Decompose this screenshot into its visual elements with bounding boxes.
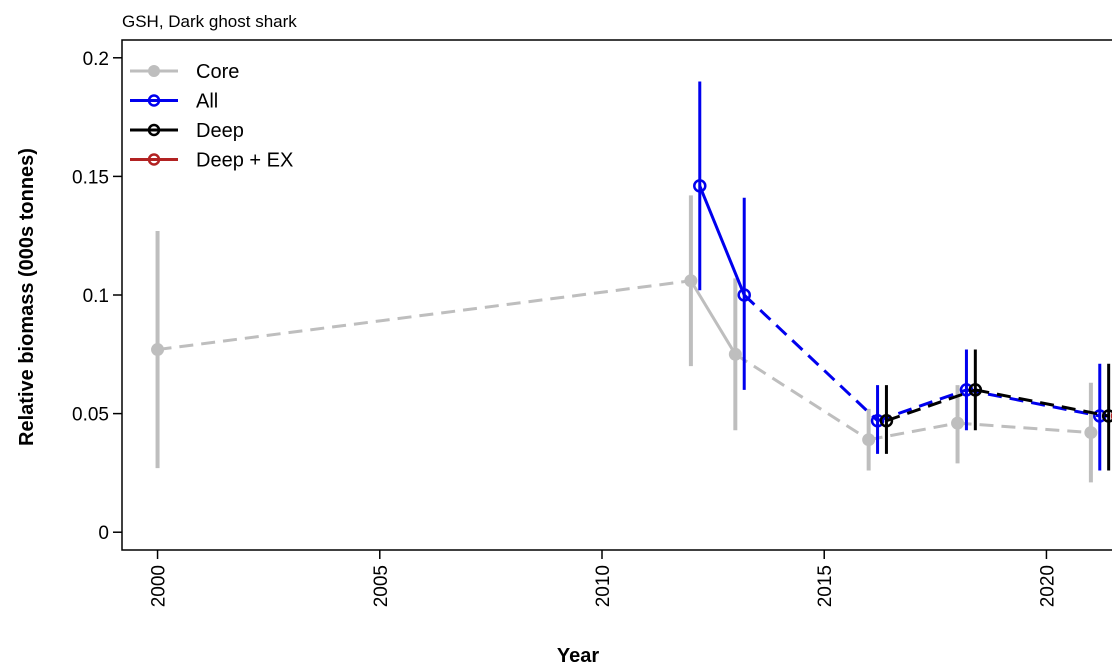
series-line-segment <box>957 421 1091 435</box>
series-line-segment <box>966 388 1101 418</box>
data-point <box>1101 409 1112 423</box>
data-point <box>693 179 707 193</box>
x-axis-label: Year <box>557 645 599 667</box>
y-tick-label: 0.1 <box>83 286 109 307</box>
legend-swatch-point <box>147 123 161 137</box>
x-tick-label: 2015 <box>815 565 836 607</box>
y-axis-label: Relative biomass (000s tonnes) <box>16 148 38 446</box>
legend-label: All <box>196 91 218 113</box>
plot-border <box>121 39 1112 551</box>
data-point <box>862 433 876 447</box>
legend-item: Deep <box>130 120 244 142</box>
y-tick-label: 0.15 <box>72 167 109 188</box>
chart-title: GSH, Dark ghost shark <box>122 12 297 31</box>
legend-swatch-point <box>147 94 161 107</box>
legend-label: Core <box>196 61 239 83</box>
data-point <box>737 288 751 302</box>
legend-swatch-point <box>148 65 160 77</box>
series-line-segment <box>689 279 737 356</box>
series-deep <box>879 349 1112 471</box>
series-line-segment <box>885 388 976 423</box>
legend-swatch-point <box>147 153 161 166</box>
series-line-segment <box>743 293 879 422</box>
plot-area <box>151 81 1112 483</box>
data-point <box>1084 426 1098 440</box>
axes: 0 0.05 0.1 0.15 0.2 2000 2005 2010 2015 2020 <box>72 49 1058 607</box>
x-tick-label: 2010 <box>593 565 614 607</box>
series-line-segment <box>877 388 967 423</box>
x-tick-label: 2020 <box>1037 565 1058 607</box>
legend-label: Deep + EX <box>196 150 293 172</box>
legend: Core All Deep Deep + EX <box>130 61 293 172</box>
x-tick-label: 2005 <box>371 565 392 607</box>
data-point <box>684 274 698 288</box>
data-point <box>879 413 894 428</box>
data-point <box>951 416 965 430</box>
series-line-segment <box>975 388 1109 418</box>
data-point <box>728 347 742 361</box>
series-all <box>693 81 1107 471</box>
y-tick-label: 0.05 <box>72 405 109 426</box>
series-line-segment <box>868 421 958 442</box>
series-line-segment <box>734 353 870 441</box>
series-line-segment <box>698 185 746 296</box>
series-line-segment <box>157 279 692 352</box>
data-point <box>151 343 165 357</box>
legend-label: Deep <box>196 120 244 142</box>
legend-item: Deep + EX <box>130 150 293 172</box>
legend-item: Core <box>130 61 239 83</box>
y-tick-label: 0.2 <box>83 49 109 70</box>
data-point <box>968 383 983 397</box>
series-core <box>151 195 1098 483</box>
data-point <box>870 413 885 428</box>
x-tick-label: 2000 <box>149 565 170 607</box>
y-tick-label: 0 <box>98 523 109 544</box>
legend-item: All <box>130 91 218 113</box>
